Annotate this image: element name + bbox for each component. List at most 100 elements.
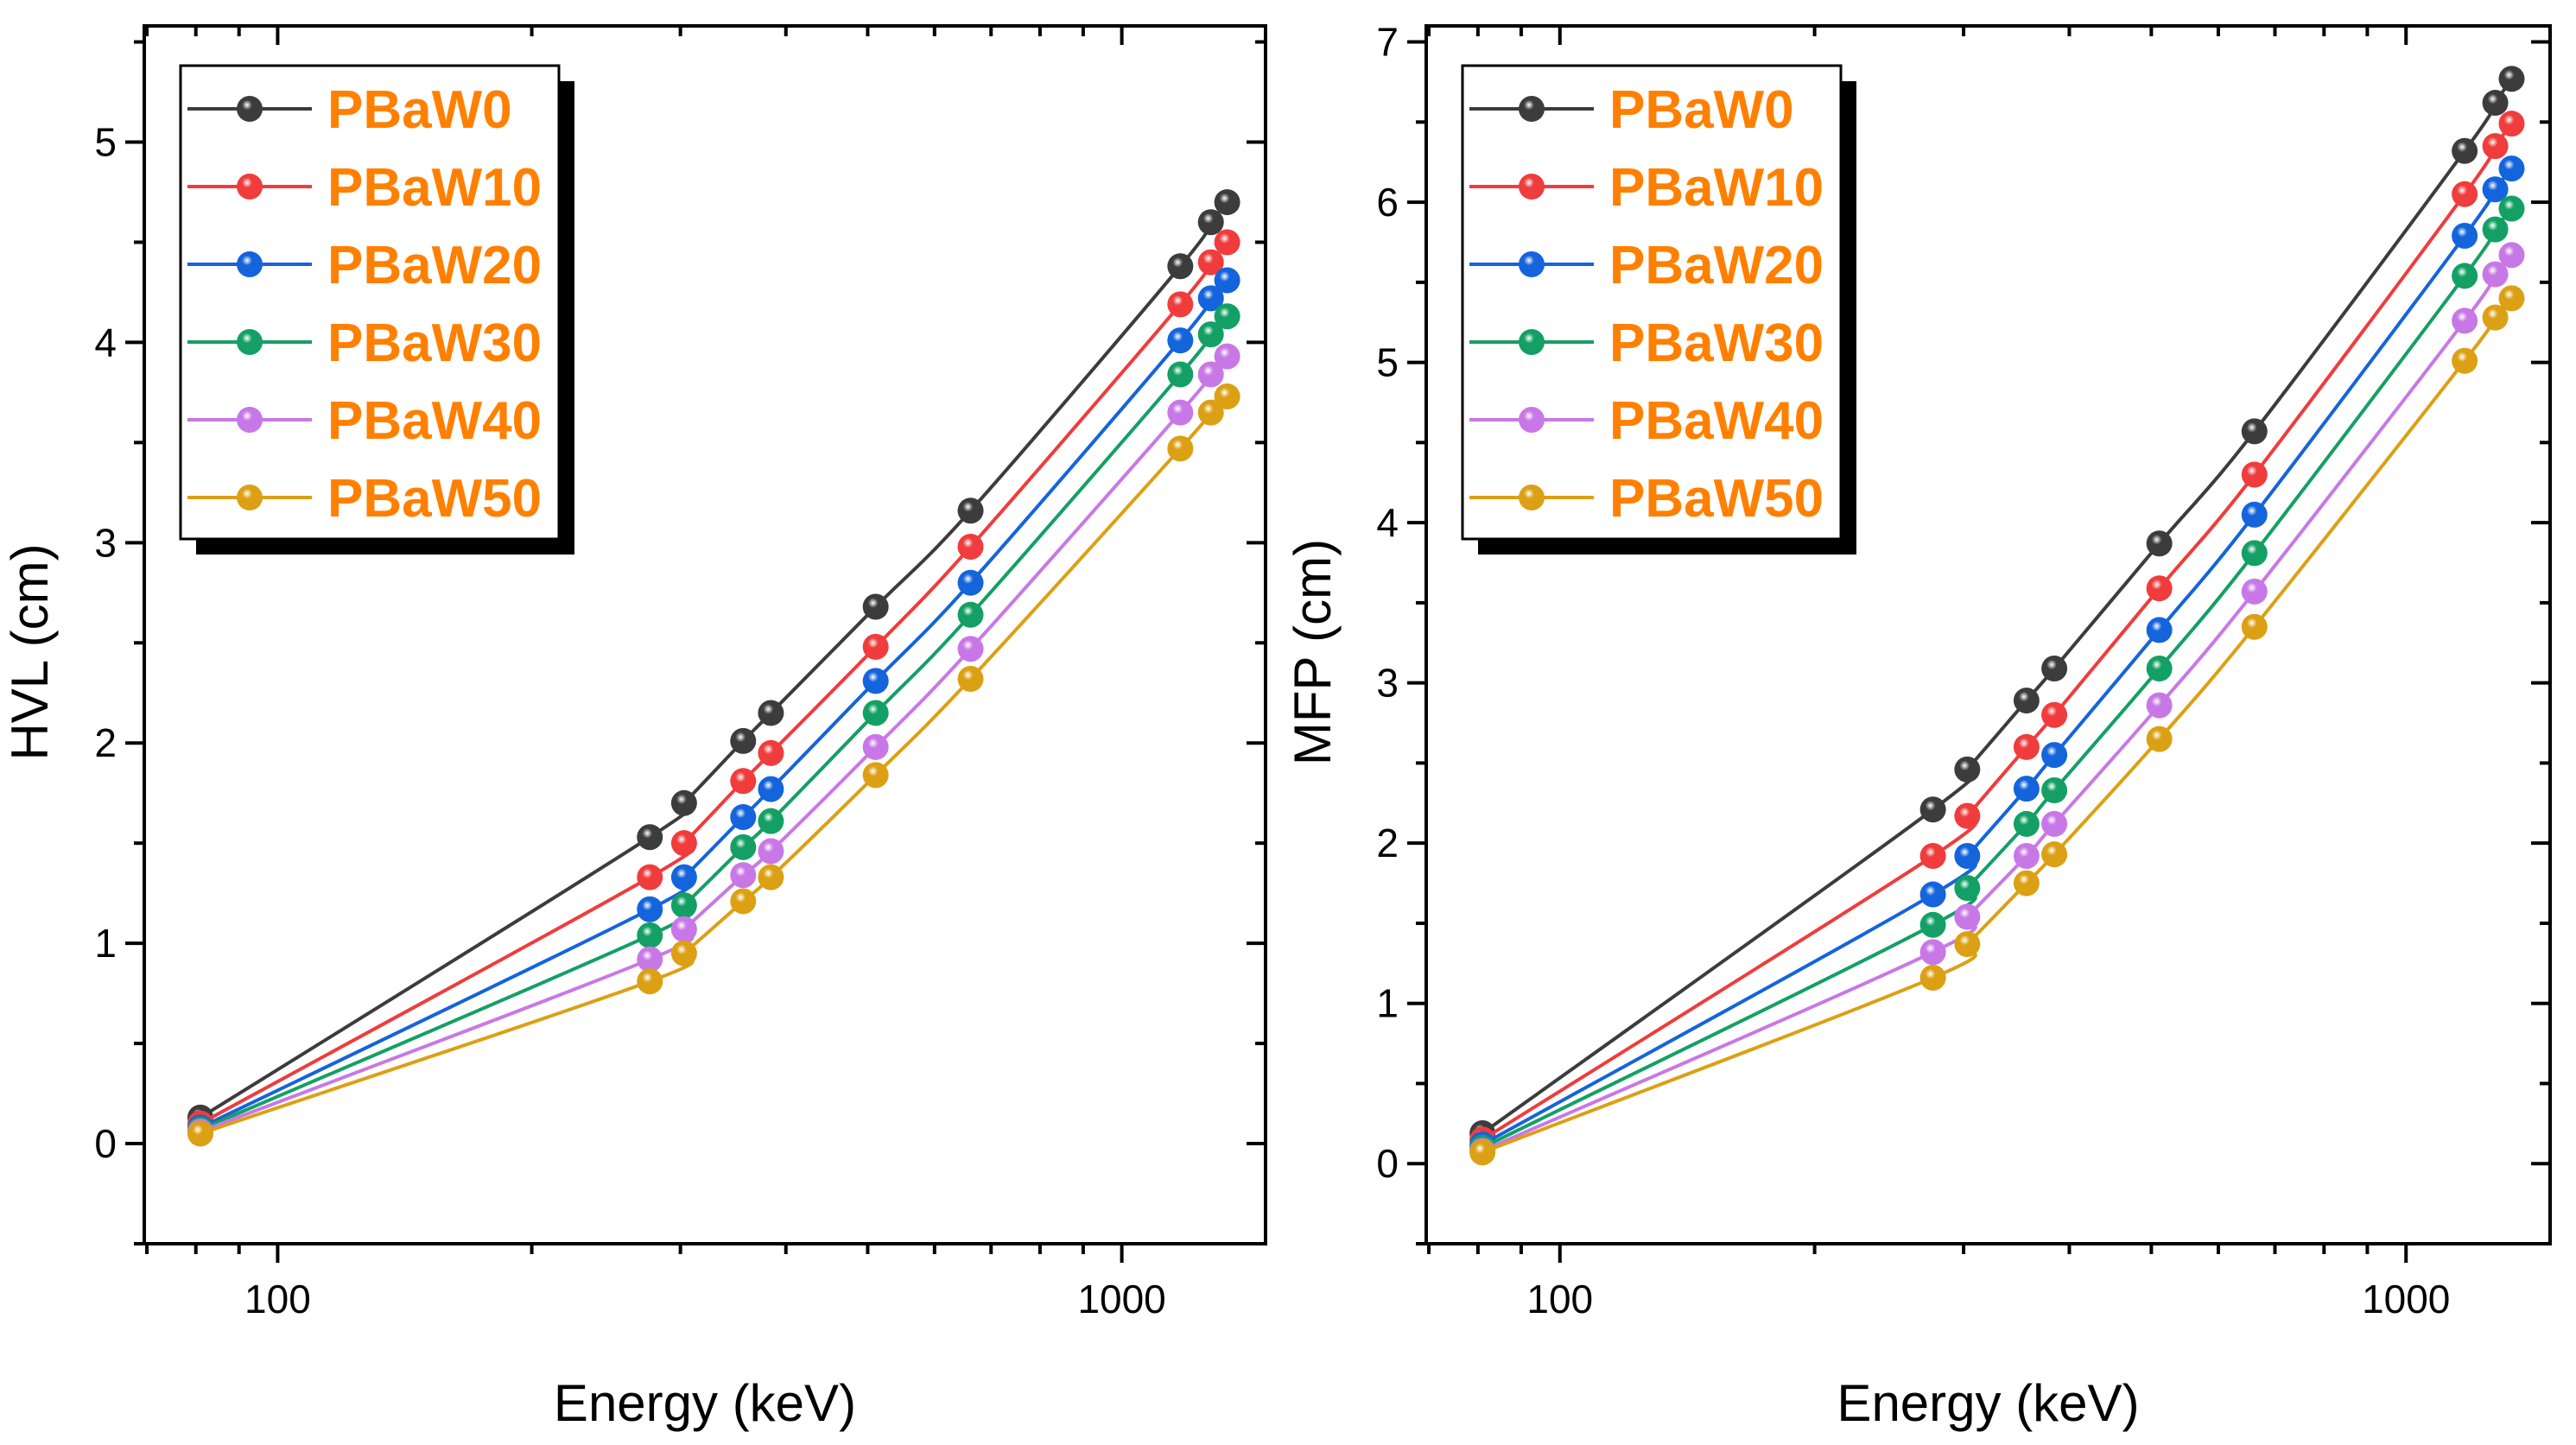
data-point-pbaw20: [1919, 881, 1946, 908]
data-point-pbaw10: [2241, 461, 2268, 488]
legend-marker: [1519, 96, 1545, 122]
legend: PBaW0 PBaW10 PBaW20 PBaW30 PBaW40 PBaW50: [1461, 64, 1856, 555]
data-point-pbaw0: [2452, 137, 2478, 164]
legend-label: PBaW20: [327, 236, 542, 295]
data-point-pbaw10: [758, 739, 784, 766]
data-point-pbaw40: [1167, 399, 1194, 426]
data-point-pbaw50: [2013, 870, 2040, 897]
y-tick-label: 6: [1376, 180, 1399, 225]
y-axis-title: MFP (cm): [1284, 539, 1342, 765]
data-point-pbaw0: [862, 593, 889, 620]
data-point-pbaw50: [758, 864, 784, 890]
data-point-pbaw30: [957, 601, 984, 628]
data-point-pbaw40: [670, 916, 697, 942]
y-tick-label: 4: [94, 320, 117, 364]
legend-label: PBaW50: [327, 469, 542, 529]
data-point-pbaw40: [862, 733, 889, 760]
data-point-pbaw10: [1954, 802, 1981, 829]
legend-label: PBaW10: [1609, 158, 1824, 218]
legend-marker: [237, 485, 263, 510]
legend-label: PBaW40: [327, 391, 542, 451]
data-point-pbaw50: [862, 762, 889, 789]
data-point-pbaw20: [1167, 327, 1194, 354]
data-point-pbaw10: [1167, 291, 1194, 318]
data-point-pbaw40: [2498, 242, 2525, 269]
data-point-pbaw30: [637, 922, 663, 948]
data-point-pbaw10: [1919, 843, 1946, 870]
data-point-pbaw20: [670, 864, 697, 890]
y-tick-label: 3: [1376, 661, 1399, 706]
data-point-pbaw20: [1197, 285, 1224, 312]
legend-box: [179, 64, 561, 541]
legend-marker: [1519, 407, 1545, 433]
data-point-pbaw0: [758, 700, 784, 726]
data-point-pbaw30: [1167, 361, 1194, 388]
y-tick-label: 2: [94, 720, 117, 765]
data-point-pbaw30: [1954, 875, 1981, 902]
data-point-pbaw0: [1919, 796, 1946, 823]
data-point-pbaw0: [670, 789, 697, 816]
data-point-pbaw10: [670, 830, 697, 857]
data-point-pbaw30: [2241, 540, 2268, 567]
legend-marker: [237, 407, 263, 433]
data-point-pbaw30: [758, 808, 784, 834]
data-point-pbaw0: [1197, 209, 1224, 236]
mfp-chart-panel: 100 1000 0 1 2 3 4 5 6 7 Energy (keV) MFP (cm) PBaW0…: [1284, 20, 2552, 1432]
legend-label: PBaW0: [1609, 80, 1794, 140]
data-point-pbaw40: [730, 862, 757, 889]
data-point-pbaw50: [1197, 399, 1224, 426]
data-point-pbaw50: [2241, 613, 2268, 640]
data-point-pbaw40: [758, 838, 784, 865]
data-point-pbaw20: [730, 804, 757, 831]
data-point-pbaw20: [2041, 742, 2068, 769]
legend-label: PBaW0: [327, 80, 512, 140]
data-point-pbaw0: [1954, 756, 1981, 783]
data-point-pbaw0: [2013, 688, 2040, 714]
y-tick-label: 0: [1376, 1141, 1399, 1186]
data-point-pbaw40: [2452, 307, 2478, 334]
y-tick-label: 7: [1376, 20, 1399, 65]
x-tick-label: 100: [244, 1277, 311, 1321]
data-point-pbaw0: [1214, 189, 1240, 216]
plot-frame: [1424, 24, 2552, 1245]
data-point-pbaw20: [758, 776, 784, 802]
data-point-pbaw30: [2041, 776, 2068, 803]
data-point-pbaw30: [2452, 263, 2478, 289]
data-point-pbaw10: [637, 864, 663, 890]
data-point-pbaw20: [2241, 501, 2268, 528]
data-point-pbaw10: [2013, 733, 2040, 760]
legend-marker: [1519, 174, 1545, 200]
data-point-pbaw50: [637, 968, 663, 995]
data-point-pbaw0: [1167, 253, 1194, 280]
data-point-pbaw10: [2452, 181, 2478, 207]
data-point-pbaw50: [1469, 1139, 1496, 1166]
data-point-pbaw30: [1197, 321, 1224, 348]
data-point-pbaw20: [2452, 223, 2478, 250]
legend: PBaW0 PBaW10 PBaW20 PBaW30 PBaW40 PBaW50: [179, 64, 574, 555]
data-point-pbaw30: [862, 700, 889, 726]
data-point-pbaw0: [2482, 90, 2509, 117]
legend-label: PBaW30: [327, 314, 542, 373]
data-point-pbaw0: [957, 498, 984, 524]
data-point-pbaw50: [2482, 304, 2509, 331]
data-point-pbaw50: [1919, 965, 1946, 992]
y-tick-label: 1: [1376, 981, 1399, 1026]
legend-box: [1461, 64, 1843, 541]
legend-marker: [237, 251, 263, 277]
data-point-pbaw10: [1197, 249, 1224, 276]
y-tick-label: 2: [1376, 821, 1399, 865]
data-point-pbaw40: [1919, 939, 1946, 966]
data-point-pbaw20: [637, 896, 663, 922]
data-point-pbaw40: [1954, 903, 1981, 930]
data-point-pbaw30: [2498, 195, 2525, 222]
legend-label: PBaW20: [1609, 236, 1824, 295]
y-tick-label: 5: [1376, 340, 1399, 385]
data-point-pbaw40: [2146, 692, 2173, 719]
y-axis-title: HVL (cm): [1, 543, 59, 760]
data-point-pbaw0: [730, 727, 757, 754]
data-point-pbaw50: [1167, 435, 1194, 462]
data-point-pbaw50: [2041, 841, 2068, 868]
data-point-pbaw30: [1214, 303, 1240, 330]
legend-marker: [237, 174, 263, 200]
